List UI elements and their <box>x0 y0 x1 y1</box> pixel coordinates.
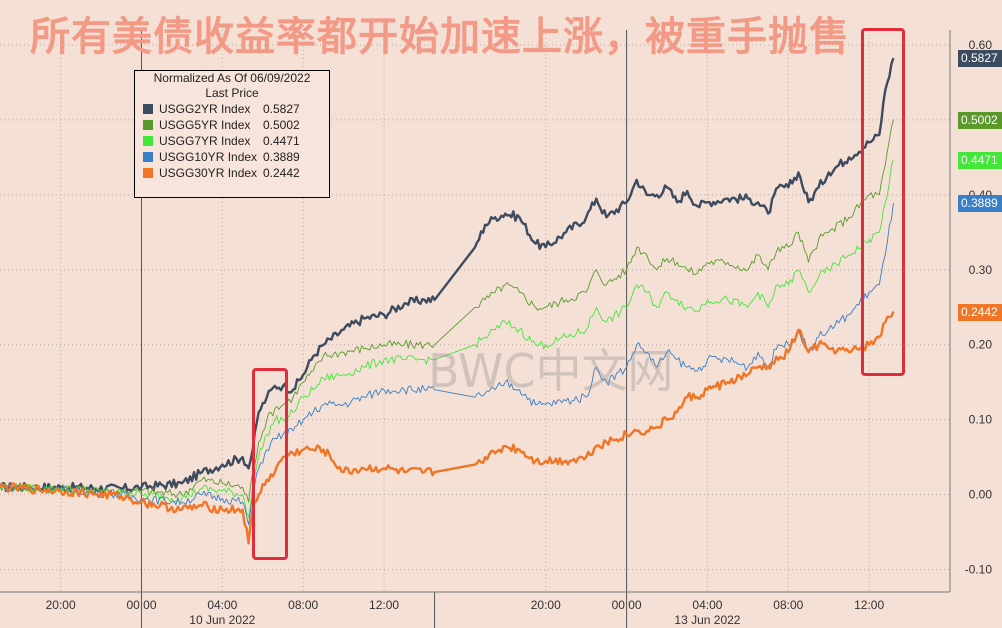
legend: Normalized As Of 06/09/2022 Last Price U… <box>134 70 330 198</box>
legend-item: USGG5YR Index 0.5002 <box>135 117 329 133</box>
legend-item-value: 0.2442 <box>263 166 300 180</box>
x-tick-label: 20:00 <box>531 598 561 612</box>
legend-swatch <box>143 168 153 178</box>
legend-swatch <box>143 104 153 114</box>
y-tick-label: 0.60 <box>969 38 993 52</box>
y-tick-label: 0.20 <box>969 338 993 352</box>
x-date-label: 13 Jun 2022 <box>674 613 740 627</box>
axes: -0.100.000.100.200.300.400.500.6020:0000… <box>0 30 992 628</box>
last-price-tag-10yr: 0.3889 <box>958 195 1002 213</box>
legend-item-name: USGG30YR Index <box>159 166 258 180</box>
last-price-tag-30yr: 0.2442 <box>958 303 1002 321</box>
legend-item: USGG2YR Index 0.5827 <box>135 101 329 117</box>
highlight-box-late <box>861 28 905 376</box>
legend-item-value: 0.5827 <box>263 102 300 116</box>
watermark: BWC中文网 <box>428 344 674 398</box>
legend-item-value: 0.4471 <box>263 134 300 148</box>
series-line-usgg7yr <box>0 159 894 518</box>
legend-item: USGG10YR Index 0.3889 <box>135 149 329 165</box>
x-tick-label: 08:00 <box>773 598 803 612</box>
y-tick-label: -0.10 <box>965 563 993 577</box>
x-date-label: 10 Jun 2022 <box>189 613 255 627</box>
legend-item: USGG30YR Index 0.2442 <box>135 165 329 181</box>
chart-title: 所有美债收益率都开始加速上涨，被重手抛售 <box>30 14 850 60</box>
x-tick-label: 04:00 <box>207 598 237 612</box>
legend-item-value: 0.3889 <box>263 150 300 164</box>
legend-item-name: USGG10YR Index <box>159 150 258 164</box>
legend-swatch <box>143 136 153 146</box>
legend-item-name: USGG2YR Index <box>159 102 251 116</box>
legend-header-normalized: Normalized As Of 06/09/2022 <box>153 71 311 85</box>
last-price-tag-2yr: 0.5827 <box>958 49 1002 67</box>
y-tick-label: 0.30 <box>969 263 993 277</box>
legend-item-value: 0.5002 <box>263 118 300 132</box>
series-line-usgg2yr <box>0 57 895 494</box>
last-price-tag-7yr: 0.4471 <box>958 151 1002 169</box>
legend-item: USGG7YR Index 0.4471 <box>135 133 329 149</box>
x-tick-label: 04:00 <box>692 598 722 612</box>
legend-swatch <box>143 152 153 162</box>
series-line-usgg5yr <box>0 119 894 503</box>
y-tick-label: 0.00 <box>969 488 993 502</box>
x-tick-label: 12:00 <box>854 598 884 612</box>
legend-item-name: USGG7YR Index <box>159 134 251 148</box>
x-tick-label: 20:00 <box>46 598 76 612</box>
legend-item-name: USGG5YR Index <box>159 118 251 132</box>
legend-swatch <box>143 120 153 130</box>
highlight-box-early <box>252 368 288 560</box>
last-price-tag-5yr: 0.5002 <box>958 111 1002 129</box>
series-lines <box>0 57 895 545</box>
x-tick-label: 08:00 <box>288 598 318 612</box>
y-tick-label: 0.10 <box>969 413 993 427</box>
x-tick-label: 12:00 <box>369 598 399 612</box>
series-line-usgg30yr <box>0 311 895 545</box>
legend-header-last-price: Last Price <box>205 86 259 100</box>
